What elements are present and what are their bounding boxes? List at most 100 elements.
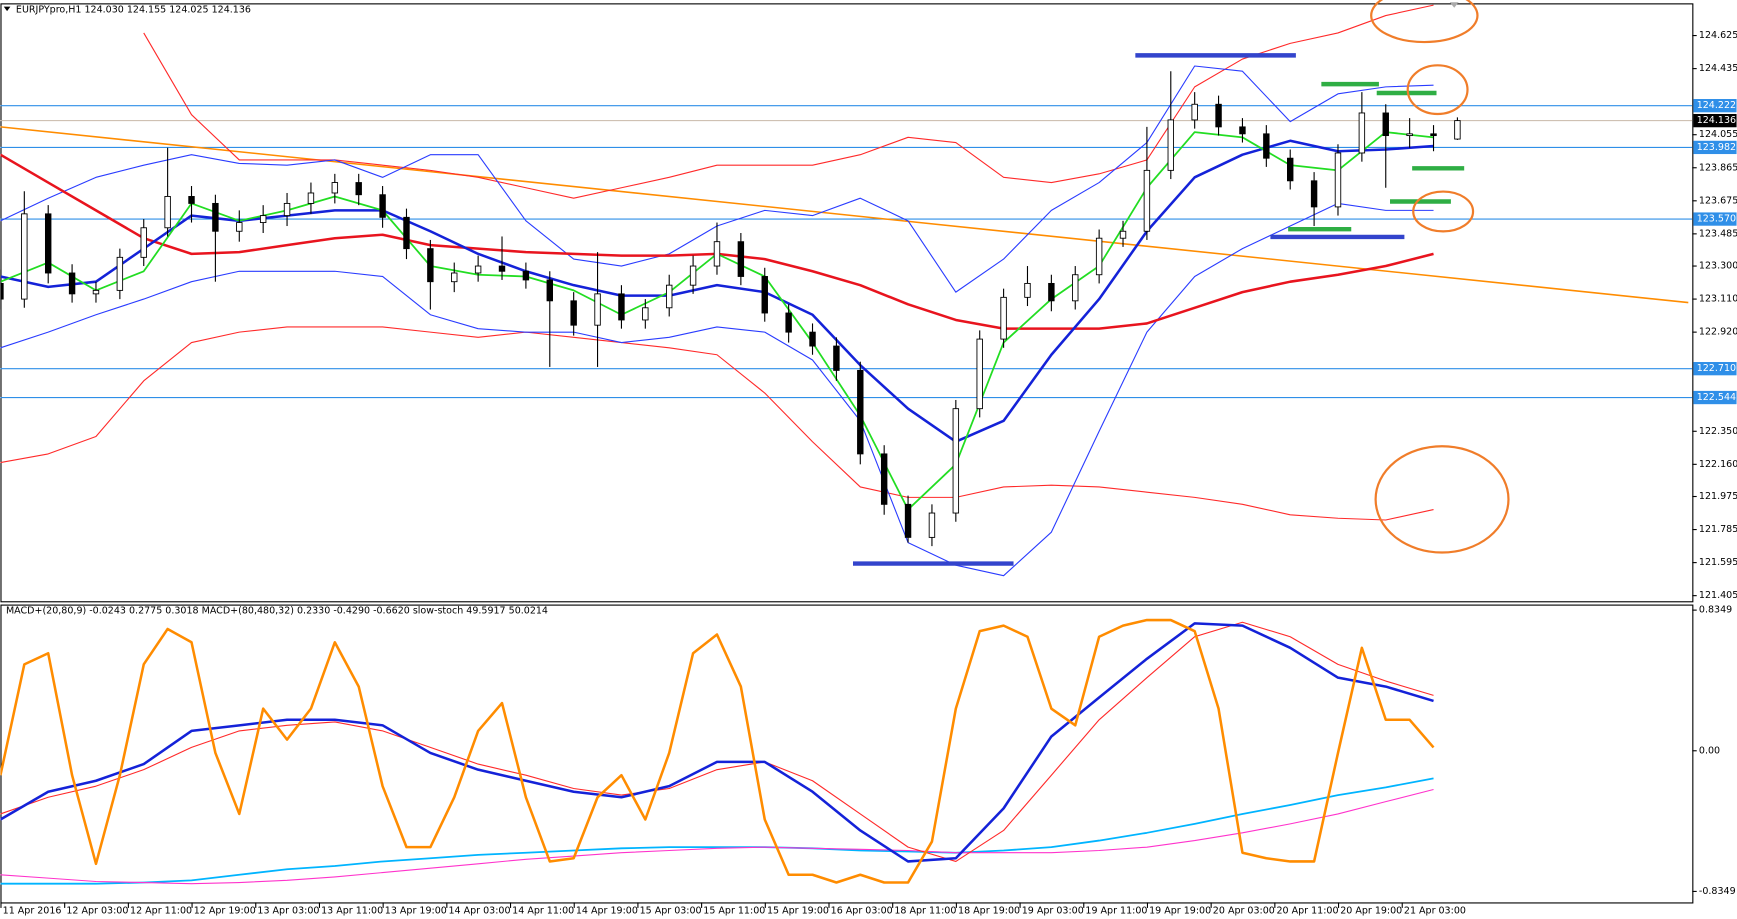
y-tick-label: 121.975 [1699, 491, 1737, 502]
y-tick-label: -0.8349 [1699, 886, 1736, 897]
candle-body [928, 512, 936, 538]
indicator-line [0, 202, 1434, 577]
candle-body [21, 213, 28, 300]
y-tick-label: 121.595 [1699, 557, 1737, 568]
price-level-label-box [1693, 390, 1737, 405]
candle-body [785, 312, 792, 333]
x-tick-label: 15 Apr 19:00 [767, 906, 829, 917]
x-tick-label: 20 Apr 11:00 [1277, 906, 1339, 917]
candle-body [1239, 126, 1246, 135]
candle-body [403, 216, 410, 250]
candle-body [307, 192, 315, 204]
y-tick-label: 124.055 [1699, 129, 1737, 140]
annotation-circle [1406, 64, 1469, 116]
scroll-marker [1449, 2, 1459, 8]
y-tick-label: 0.00 [1699, 745, 1720, 756]
last-price-label: 124.136 [1697, 115, 1736, 126]
candle-body [1310, 180, 1318, 208]
x-tick-label: 12 Apr 11:00 [130, 906, 192, 917]
x-tick-label: 13 Apr 19:00 [385, 906, 447, 917]
indicator-pane [0, 618, 1435, 885]
y-tick-label: 121.785 [1699, 524, 1737, 535]
candle-body [1024, 282, 1031, 298]
price-level-label: 122.710 [1697, 363, 1736, 374]
x-tick-label: 15 Apr 11:00 [703, 906, 765, 917]
chart-title: EURJPYpro,H1 124.030 124.155 124.025 124… [16, 4, 251, 15]
candle-body [1072, 274, 1079, 302]
candle-body [0, 282, 4, 300]
candle-body [1382, 112, 1389, 137]
y-tick-label: 123.485 [1699, 228, 1737, 239]
y-tick-label: 123.865 [1699, 162, 1737, 173]
candle-body [1000, 296, 1007, 340]
y-tick-label: 123.110 [1699, 294, 1737, 305]
indicator-line [0, 618, 1435, 884]
candle-body [665, 284, 673, 309]
candle-body [737, 241, 745, 277]
candle-body [140, 227, 147, 258]
x-tick-label: 14 Apr 11:00 [512, 906, 574, 917]
candle-body [236, 222, 243, 232]
candle-body [1167, 119, 1175, 171]
candle-body [833, 345, 840, 371]
candle-body [1095, 237, 1103, 276]
pane-menu-icon [3, 6, 11, 12]
x-tick-label: 19 Apr 19:00 [1149, 906, 1211, 917]
y-tick-label: 124.435 [1699, 63, 1737, 74]
candle-body [1430, 133, 1437, 137]
x-tick-label: 14 Apr 03:00 [448, 906, 510, 917]
last-price-label-box [1693, 113, 1737, 128]
candle-body [1263, 133, 1270, 159]
y-tick-label: 124.625 [1699, 30, 1737, 41]
candle-body [44, 213, 52, 274]
y-tick-label: 0.8349 [1699, 605, 1732, 616]
candle-body [1119, 230, 1127, 239]
candle-body [474, 265, 482, 274]
candle-body [880, 453, 888, 505]
candle-body [498, 265, 506, 272]
candle-body [92, 289, 100, 295]
candle-body [522, 270, 530, 281]
candle-body [379, 194, 386, 218]
candle-body [952, 408, 960, 514]
indicator-title: MACD+(20,80,9) -0.0243 0.2775 0.3018 MAC… [6, 606, 548, 617]
x-tick-label: 13 Apr 11:00 [321, 906, 383, 917]
candle-body [1454, 120, 1461, 140]
candle-body [68, 272, 76, 295]
candle-body [642, 307, 649, 321]
x-tick-label: 18 Apr 11:00 [894, 906, 956, 917]
candle-body [1143, 169, 1151, 232]
candle-body [283, 202, 291, 217]
candle-body [164, 196, 171, 229]
candle-body [1334, 152, 1342, 208]
axes: 124.625 124.435 124.055 123.865 123.675 123.4… [0, 30, 1737, 917]
annotation-circle [1374, 445, 1510, 554]
candle-body [618, 293, 625, 321]
price-level-label-box [1693, 212, 1737, 226]
price-level-label: 124.222 [1697, 100, 1736, 111]
candle-body [761, 276, 768, 314]
x-tick-label: 18 Apr 19:00 [958, 906, 1020, 917]
x-tick-label: 15 Apr 03:00 [640, 906, 702, 917]
x-tick-label: 12 Apr 19:00 [194, 906, 256, 917]
candle-body [689, 265, 697, 286]
candle-body [713, 241, 721, 267]
trend-line [0, 126, 1689, 304]
annotation-circle [1370, 0, 1479, 44]
price-pane [0, 4, 1693, 577]
candle-body [355, 182, 362, 196]
candle-body [1215, 103, 1222, 128]
price-level-label: 122.544 [1697, 392, 1736, 403]
price-level-label: 123.982 [1697, 142, 1736, 153]
drawn-annotations [3, 0, 1510, 566]
candle-body [546, 279, 553, 302]
x-tick-label: 20 Apr 03:00 [1213, 906, 1275, 917]
candle-body [1191, 103, 1198, 121]
indicator-line [0, 621, 1434, 863]
candle-body [212, 202, 219, 232]
indicator-line [0, 788, 1434, 885]
x-tick-label: 21 Apr 03:00 [1404, 906, 1466, 917]
candle-body [570, 300, 577, 326]
